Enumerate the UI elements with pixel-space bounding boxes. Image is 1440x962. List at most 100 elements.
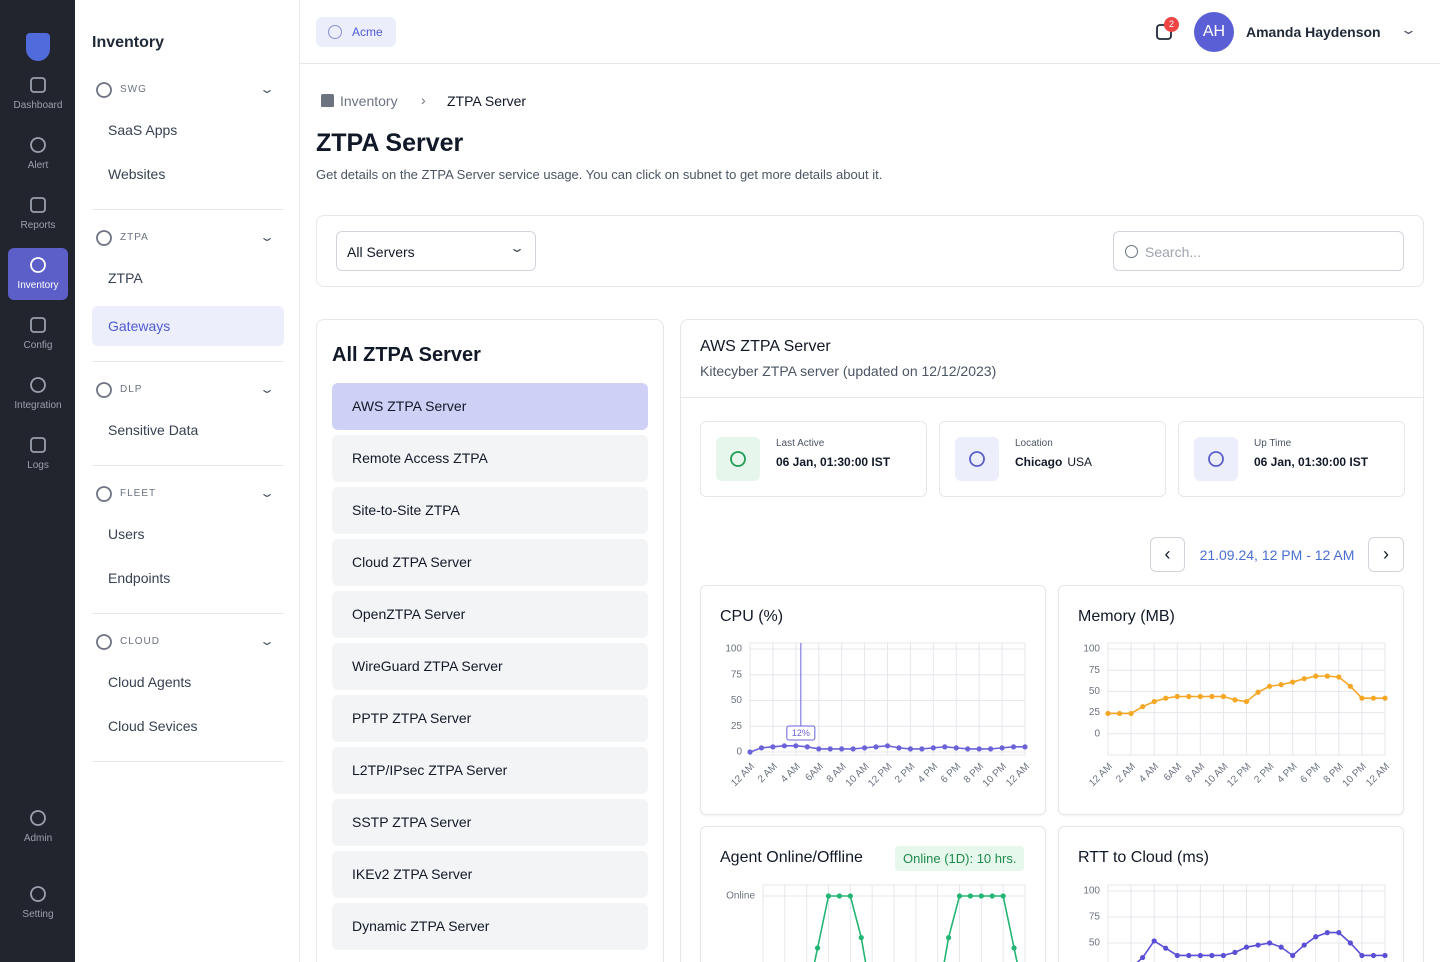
chart-badge: Online (1D): 10 hrs. <box>895 846 1025 871</box>
nav-group-label[interactable]: CLOUD <box>120 636 161 647</box>
nav-item[interactable]: ZTPA <box>108 270 143 286</box>
chevron: ⌄ <box>258 382 276 396</box>
sidebar-item[interactable]: Integration <box>8 368 68 420</box>
icon-shape <box>969 451 985 467</box>
icon-shape <box>730 451 746 467</box>
icon <box>30 437 46 453</box>
icon-shape <box>30 77 46 93</box>
stat-card: Location Chicago USA <box>939 421 1166 497</box>
server-item[interactable]: WireGuard ZTPA Server <box>332 643 648 690</box>
sidebar-label: Reports <box>20 220 56 231</box>
nav-item[interactable]: Users <box>108 526 145 542</box>
prev-button[interactable]: ‹ <box>1150 537 1185 572</box>
chart-title: Agent Online/Offline <box>720 849 863 866</box>
sidebar-label: Inventory <box>17 280 59 291</box>
chevron: ⌄ <box>258 634 276 648</box>
icon <box>30 377 46 393</box>
icon-shape <box>30 377 46 393</box>
chart-card: Memory (MB) <box>1058 585 1404 815</box>
detail-title: AWS ZTPA Server <box>700 338 831 355</box>
divider <box>92 761 284 762</box>
date-range[interactable]: 21.09.24, 12 PM - 12 AM <box>1199 547 1355 563</box>
icon <box>96 486 112 502</box>
server-item[interactable]: AWS ZTPA Server <box>332 383 648 430</box>
server-item-label: Cloud ZTPA Server <box>352 554 472 570</box>
server-item[interactable]: Remote Access ZTPA <box>332 435 648 482</box>
server-list-title: All ZTPA Server <box>332 344 481 366</box>
icon-shape <box>96 82 112 98</box>
sidebar-label: Dashboard <box>13 100 63 111</box>
server-item[interactable]: Dynamic ZTPA Server <box>332 903 648 950</box>
stat-label: Location <box>1015 438 1053 449</box>
nav-group-label[interactable]: FLEET <box>120 488 157 499</box>
chart-title: Memory (MB) <box>1078 608 1175 625</box>
search-input[interactable]: Search... <box>1113 231 1404 271</box>
sidebar-label: Logs <box>27 460 49 471</box>
chevron[interactable]: ⌄ <box>1399 22 1418 37</box>
server-item[interactable]: L2TP/IPsec ZTPA Server <box>332 747 648 794</box>
divider <box>92 209 284 210</box>
detail-subtitle: Kitecyber ZTPA server (updated on 12/12/… <box>700 363 997 379</box>
stat-value: 06 Jan, 01:30:00 IST <box>1254 455 1369 469</box>
server-item-label: WireGuard ZTPA Server <box>352 658 503 674</box>
chart-title: RTT to Cloud (ms) <box>1078 849 1209 866</box>
sidebar-item[interactable]: Admin <box>8 804 68 856</box>
sidebar-item[interactable]: Dashboard <box>8 68 68 120</box>
user-name[interactable]: Amanda Haydenson <box>1246 24 1381 40</box>
nav-group-label[interactable]: DLP <box>120 384 143 395</box>
nav-item[interactable]: Cloud Sevices <box>108 718 198 734</box>
icon <box>30 77 46 93</box>
icon-shape <box>30 257 46 273</box>
nav-item[interactable]: Websites <box>108 166 166 182</box>
server-item[interactable]: PPTP ZTPA Server <box>332 695 648 742</box>
avatar[interactable]: AH <box>1194 12 1234 52</box>
sidebar-label: Setting <box>22 909 54 920</box>
server-item[interactable]: Cloud ZTPA Server <box>332 539 648 586</box>
nav-item[interactable]: SaaS Apps <box>108 122 178 138</box>
nav-item-bg <box>92 306 284 346</box>
page-description: Get details on the ZTPA Server service u… <box>316 167 883 182</box>
nav-group-label[interactable]: ZTPA <box>120 232 149 243</box>
nav-panel: Inventory SWG ⌄ SaaS Apps Websites ZTPA ⌄ ZTPA G… <box>75 0 300 962</box>
sidebar-item[interactable]: Config <box>8 308 68 360</box>
sidebar-item[interactable]: Alert <box>8 128 68 180</box>
nav-item[interactable]: Gateways <box>108 318 171 334</box>
nav-title: Inventory <box>92 34 165 51</box>
server-item[interactable]: Site-to-Site ZTPA <box>332 487 648 534</box>
icon-shape <box>30 137 46 153</box>
icon <box>30 317 46 333</box>
org-chip[interactable]: Acme <box>316 17 396 47</box>
sidebar-item[interactable]: Reports <box>8 188 68 240</box>
sidebar-item[interactable]: Setting <box>8 880 68 932</box>
breadcrumb-separator: › <box>421 92 426 108</box>
breadcrumb-link[interactable]: Inventory <box>340 93 398 109</box>
stat-card: Last Active 06 Jan, 01:30:00 IST <box>700 421 927 497</box>
icon-shape <box>96 230 112 246</box>
chart-card: CPU (%) <box>700 585 1046 815</box>
server-item[interactable]: SSTP ZTPA Server <box>332 799 648 846</box>
filter-card: All Servers ⌄ Search... <box>316 215 1424 287</box>
logo <box>26 33 50 61</box>
server-item-label: Site-to-Site ZTPA <box>352 502 460 518</box>
next-button[interactable]: › <box>1368 537 1404 572</box>
nav-item[interactable]: Cloud Agents <box>108 674 192 690</box>
divider <box>92 465 284 466</box>
nav-item[interactable]: Sensitive Data <box>108 422 199 438</box>
server-select[interactable]: All Servers ⌄ <box>336 231 536 271</box>
server-item-label: SSTP ZTPA Server <box>352 814 472 830</box>
icon-shape <box>30 886 46 902</box>
icon <box>1208 451 1224 467</box>
server-item[interactable]: OpenZTPA Server <box>332 591 648 638</box>
icon-shape <box>30 810 46 826</box>
server-item-label: Remote Access ZTPA <box>352 450 488 466</box>
sidebar-item[interactable]: Inventory <box>8 248 68 300</box>
sidebar-item[interactable]: Logs <box>8 428 68 480</box>
server-item[interactable]: IKEv2 ZTPA Server <box>332 851 648 898</box>
server-list-card: All ZTPA Server AWS ZTPA Server Remote Acc… <box>316 319 664 962</box>
server-item-label: OpenZTPA Server <box>352 606 466 622</box>
notification-badge[interactable]: 2 <box>1164 17 1179 32</box>
nav-item[interactable]: Endpoints <box>108 570 171 586</box>
breadcrumb-current: ZTPA Server <box>447 93 527 109</box>
nav-group-label[interactable]: SWG <box>120 84 147 95</box>
